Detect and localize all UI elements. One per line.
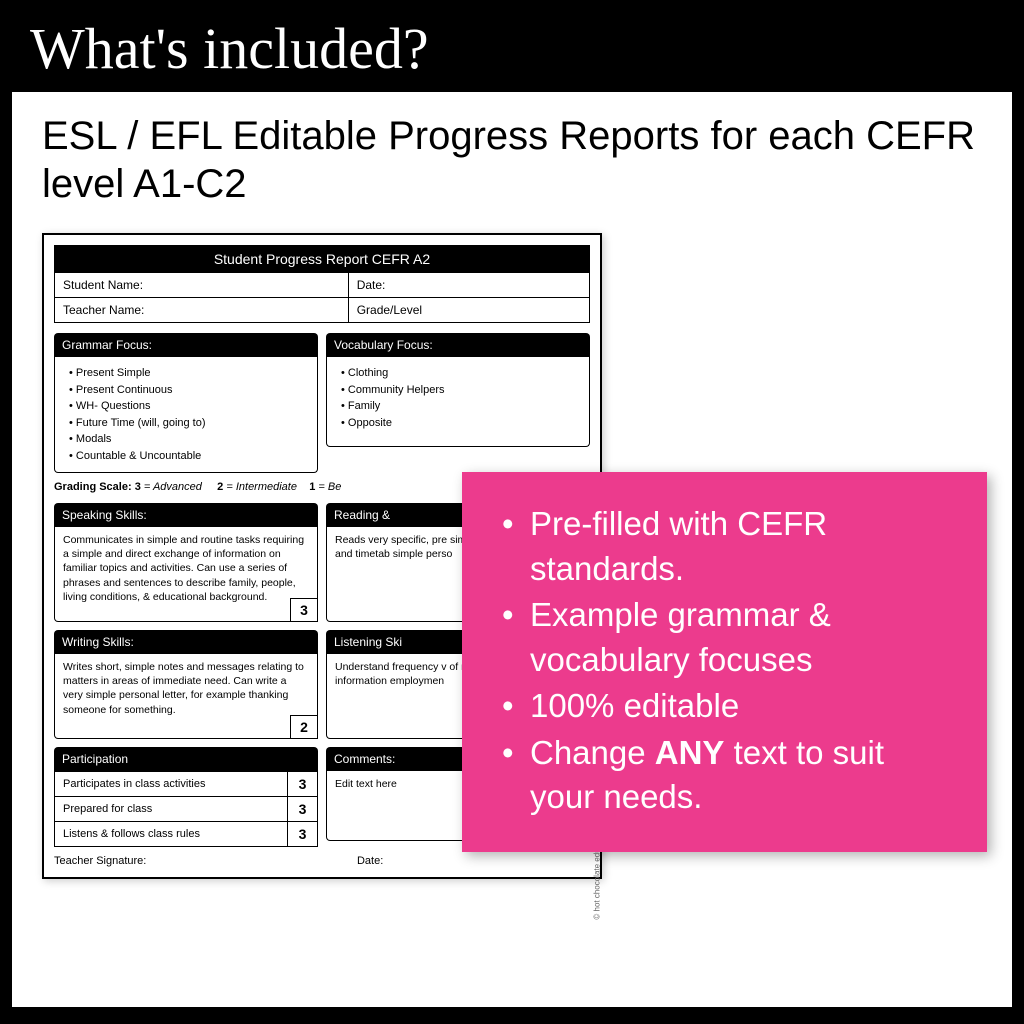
student-row: Student Name: Date: <box>54 273 590 298</box>
writing-col: Writing Skills: Writes short, simple not… <box>54 630 318 739</box>
header-title: What's included? <box>30 15 994 82</box>
date-label: Date: <box>349 273 589 297</box>
teacher-signature-label: Teacher Signature: <box>54 855 357 867</box>
vocab-item: Community Helpers <box>337 382 579 399</box>
focus-columns: Grammar Focus: Present Simple Present Co… <box>54 333 590 473</box>
part-score: 3 <box>288 822 318 847</box>
part-item: Participates in class activities <box>55 772 288 797</box>
table-row: Prepared for class 3 <box>55 797 318 822</box>
vocab-header: Vocabulary Focus: <box>326 333 590 357</box>
grammar-item: Future Time (will, going to) <box>65 415 307 432</box>
teacher-name-label: Teacher Name: <box>55 298 349 322</box>
grading-label: Grading Scale: <box>54 481 135 493</box>
part-item: Listens & follows class rules <box>55 822 288 847</box>
teacher-row: Teacher Name: Grade/Level <box>54 298 590 323</box>
writing-body: Writes short, simple notes and messages … <box>54 654 318 739</box>
callout-bold: ANY <box>655 734 725 771</box>
part-score: 3 <box>288 797 318 822</box>
signature-row: Teacher Signature: Date: <box>54 855 590 867</box>
grammar-item: WH- Questions <box>65 398 307 415</box>
feature-callout: Pre-filled with CEFR standards. Example … <box>462 472 987 852</box>
vocab-body: Clothing Community Helpers Family Opposi… <box>326 357 590 447</box>
grading-1-text: = Be <box>315 481 341 493</box>
writing-score: 2 <box>290 715 318 739</box>
student-name-label: Student Name: <box>55 273 349 297</box>
signature-date-label: Date: <box>357 855 590 867</box>
callout-text: Change <box>530 734 655 771</box>
callout-item: Pre-filled with CEFR standards. <box>502 502 957 591</box>
speaking-header: Speaking Skills: <box>54 503 318 527</box>
writing-header: Writing Skills: <box>54 630 318 654</box>
table-row: Listens & follows class rules 3 <box>55 822 318 847</box>
speaking-text: Communicates in simple and routine tasks… <box>63 534 304 603</box>
grading-2-text: = Intermediate <box>223 481 297 493</box>
grammar-item: Present Continuous <box>65 382 307 399</box>
grammar-column: Grammar Focus: Present Simple Present Co… <box>54 333 318 473</box>
grading-3-text: = Advanced <box>141 481 202 493</box>
vocab-item: Opposite <box>337 415 579 432</box>
main-panel: ESL / EFL Editable Progress Reports for … <box>12 92 1012 1007</box>
comments-text: Edit text here <box>335 778 397 790</box>
subtitle-text: ESL / EFL Editable Progress Reports for … <box>42 112 982 208</box>
callout-item: 100% editable <box>502 684 957 729</box>
writing-text: Writes short, simple notes and messages … <box>63 661 304 716</box>
grammar-body: Present Simple Present Continuous WH- Qu… <box>54 357 318 473</box>
grammar-item: Modals <box>65 431 307 448</box>
participation-col: Participation Participates in class acti… <box>54 747 318 847</box>
callout-item: Change ANY text to suit your needs. <box>502 731 957 820</box>
speaking-col: Speaking Skills: Communicates in simple … <box>54 503 318 622</box>
part-item: Prepared for class <box>55 797 288 822</box>
vocab-item: Family <box>337 398 579 415</box>
vocab-item: Clothing <box>337 365 579 382</box>
vocab-column: Vocabulary Focus: Clothing Community Hel… <box>326 333 590 473</box>
participation-header: Participation <box>54 747 318 771</box>
part-score: 3 <box>288 772 318 797</box>
speaking-body: Communicates in simple and routine tasks… <box>54 527 318 622</box>
grammar-item: Countable & Uncountable <box>65 448 307 465</box>
grade-label: Grade/Level <box>349 298 589 322</box>
speaking-score: 3 <box>290 598 318 622</box>
participation-table: Participates in class activities 3 Prepa… <box>54 771 318 847</box>
header-bar: What's included? <box>0 0 1024 92</box>
grammar-header: Grammar Focus: <box>54 333 318 357</box>
callout-item: Example grammar & vocabulary focuses <box>502 593 957 682</box>
grammar-item: Present Simple <box>65 365 307 382</box>
table-row: Participates in class activities 3 <box>55 772 318 797</box>
doc-title: Student Progress Report CEFR A2 <box>54 245 590 273</box>
